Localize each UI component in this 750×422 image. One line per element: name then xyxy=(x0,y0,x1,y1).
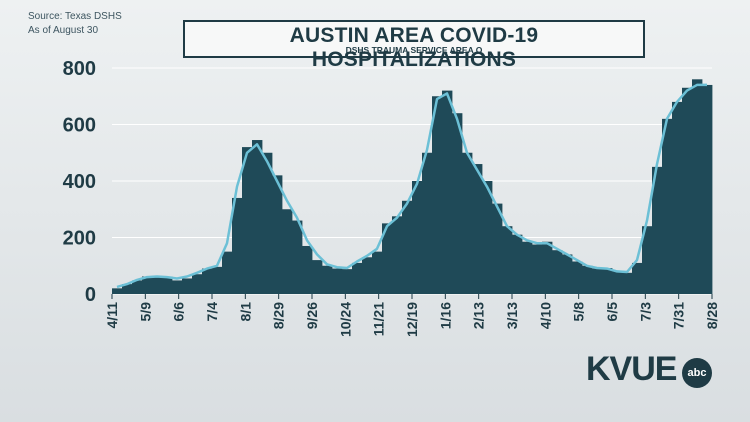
x-tick-label: 7/4 xyxy=(204,302,220,322)
y-tick-label: 800 xyxy=(63,58,96,80)
bar xyxy=(392,216,403,294)
x-tick-label: 4/11 xyxy=(104,302,120,329)
bar xyxy=(382,223,393,294)
x-tick-label: 8/1 xyxy=(237,302,253,322)
source-note: Source: Texas DSHS As of August 30 xyxy=(28,10,122,38)
bar xyxy=(242,147,253,294)
bar xyxy=(552,250,563,294)
bar xyxy=(642,226,653,294)
x-tick-label: 5/8 xyxy=(571,302,587,322)
bar xyxy=(402,200,413,294)
bar xyxy=(542,241,553,294)
bar xyxy=(432,96,443,294)
bar xyxy=(652,166,663,294)
bar xyxy=(462,152,473,294)
bar xyxy=(212,266,223,294)
bar xyxy=(602,268,613,294)
bar xyxy=(312,260,323,294)
bar xyxy=(452,113,463,294)
bar xyxy=(352,262,363,294)
bar xyxy=(322,265,333,294)
bar xyxy=(282,209,293,294)
x-tick-label: 11/21 xyxy=(371,302,387,336)
bar xyxy=(672,101,683,295)
bar xyxy=(292,220,303,294)
bar xyxy=(592,268,603,294)
bar xyxy=(442,90,453,294)
x-tick-label: 4/10 xyxy=(537,302,553,329)
bar xyxy=(692,79,703,294)
x-tick-label: 6/6 xyxy=(171,302,187,322)
x-tick-label: 7/3 xyxy=(637,302,653,322)
bar xyxy=(492,203,503,294)
bar xyxy=(162,276,173,294)
bar xyxy=(342,269,353,294)
x-tick-label: 1/16 xyxy=(437,302,453,329)
bar xyxy=(582,265,593,294)
x-tick-label: 2/13 xyxy=(471,302,487,329)
bar xyxy=(422,152,433,294)
chart-subtitle: DSHS TRAUMA SERVICE AREA O xyxy=(345,45,483,55)
y-tick-label: 600 xyxy=(63,115,96,137)
bar xyxy=(222,251,233,294)
bar xyxy=(502,226,513,294)
bar xyxy=(172,280,183,294)
bar xyxy=(192,274,203,294)
bar xyxy=(262,152,273,294)
y-tick-label: 0 xyxy=(85,284,96,306)
bar xyxy=(152,277,163,294)
logo-text: KVUE xyxy=(586,350,677,388)
x-tick-label: 10/24 xyxy=(337,302,353,337)
bar xyxy=(632,262,643,294)
bar xyxy=(662,118,673,294)
bar xyxy=(112,288,123,294)
bar xyxy=(412,181,423,294)
y-tick-label: 200 xyxy=(63,228,96,250)
source-line: Source: Texas DSHS xyxy=(28,11,122,22)
bar xyxy=(612,271,623,294)
date-line: As of August 30 xyxy=(28,25,99,36)
bar xyxy=(252,140,263,294)
y-tick-label: 400 xyxy=(63,171,96,193)
abc-badge: abc xyxy=(682,358,712,388)
x-tick-label: 3/13 xyxy=(504,302,520,329)
bar xyxy=(332,268,343,294)
x-tick-label: 12/19 xyxy=(404,302,420,337)
x-tick-label: 7/31 xyxy=(671,302,687,329)
bar xyxy=(302,245,313,294)
x-tick-label: 9/26 xyxy=(304,302,320,329)
bar xyxy=(482,181,493,294)
bar xyxy=(362,257,373,294)
bar xyxy=(562,254,573,294)
bar xyxy=(512,234,523,294)
bar xyxy=(122,284,133,294)
x-tick-label: 8/29 xyxy=(271,302,287,329)
chart-title: AUSTIN AREA COVID-19 HOSPITALIZATIONS xyxy=(289,24,539,71)
moving-average-line xyxy=(116,83,707,289)
bar xyxy=(232,197,243,294)
x-tick-label: 8/28 xyxy=(704,302,720,329)
bar xyxy=(532,244,543,294)
bar xyxy=(622,272,633,294)
bar xyxy=(272,175,283,294)
bar xyxy=(182,278,193,294)
title-box: AUSTIN AREA COVID-19 HOSPITALIZATIONS xyxy=(183,20,645,71)
bar xyxy=(132,280,143,294)
bar xyxy=(202,268,213,294)
x-tick-label: 5/9 xyxy=(137,302,153,322)
x-tick-label: 6/5 xyxy=(604,302,620,322)
bar xyxy=(372,251,383,294)
bar xyxy=(522,241,533,294)
kvue-logo: KVUE abc xyxy=(586,350,716,395)
bar xyxy=(702,84,713,294)
bar xyxy=(472,164,483,294)
bar xyxy=(572,261,583,294)
bar xyxy=(682,87,693,295)
bar xyxy=(142,276,153,294)
